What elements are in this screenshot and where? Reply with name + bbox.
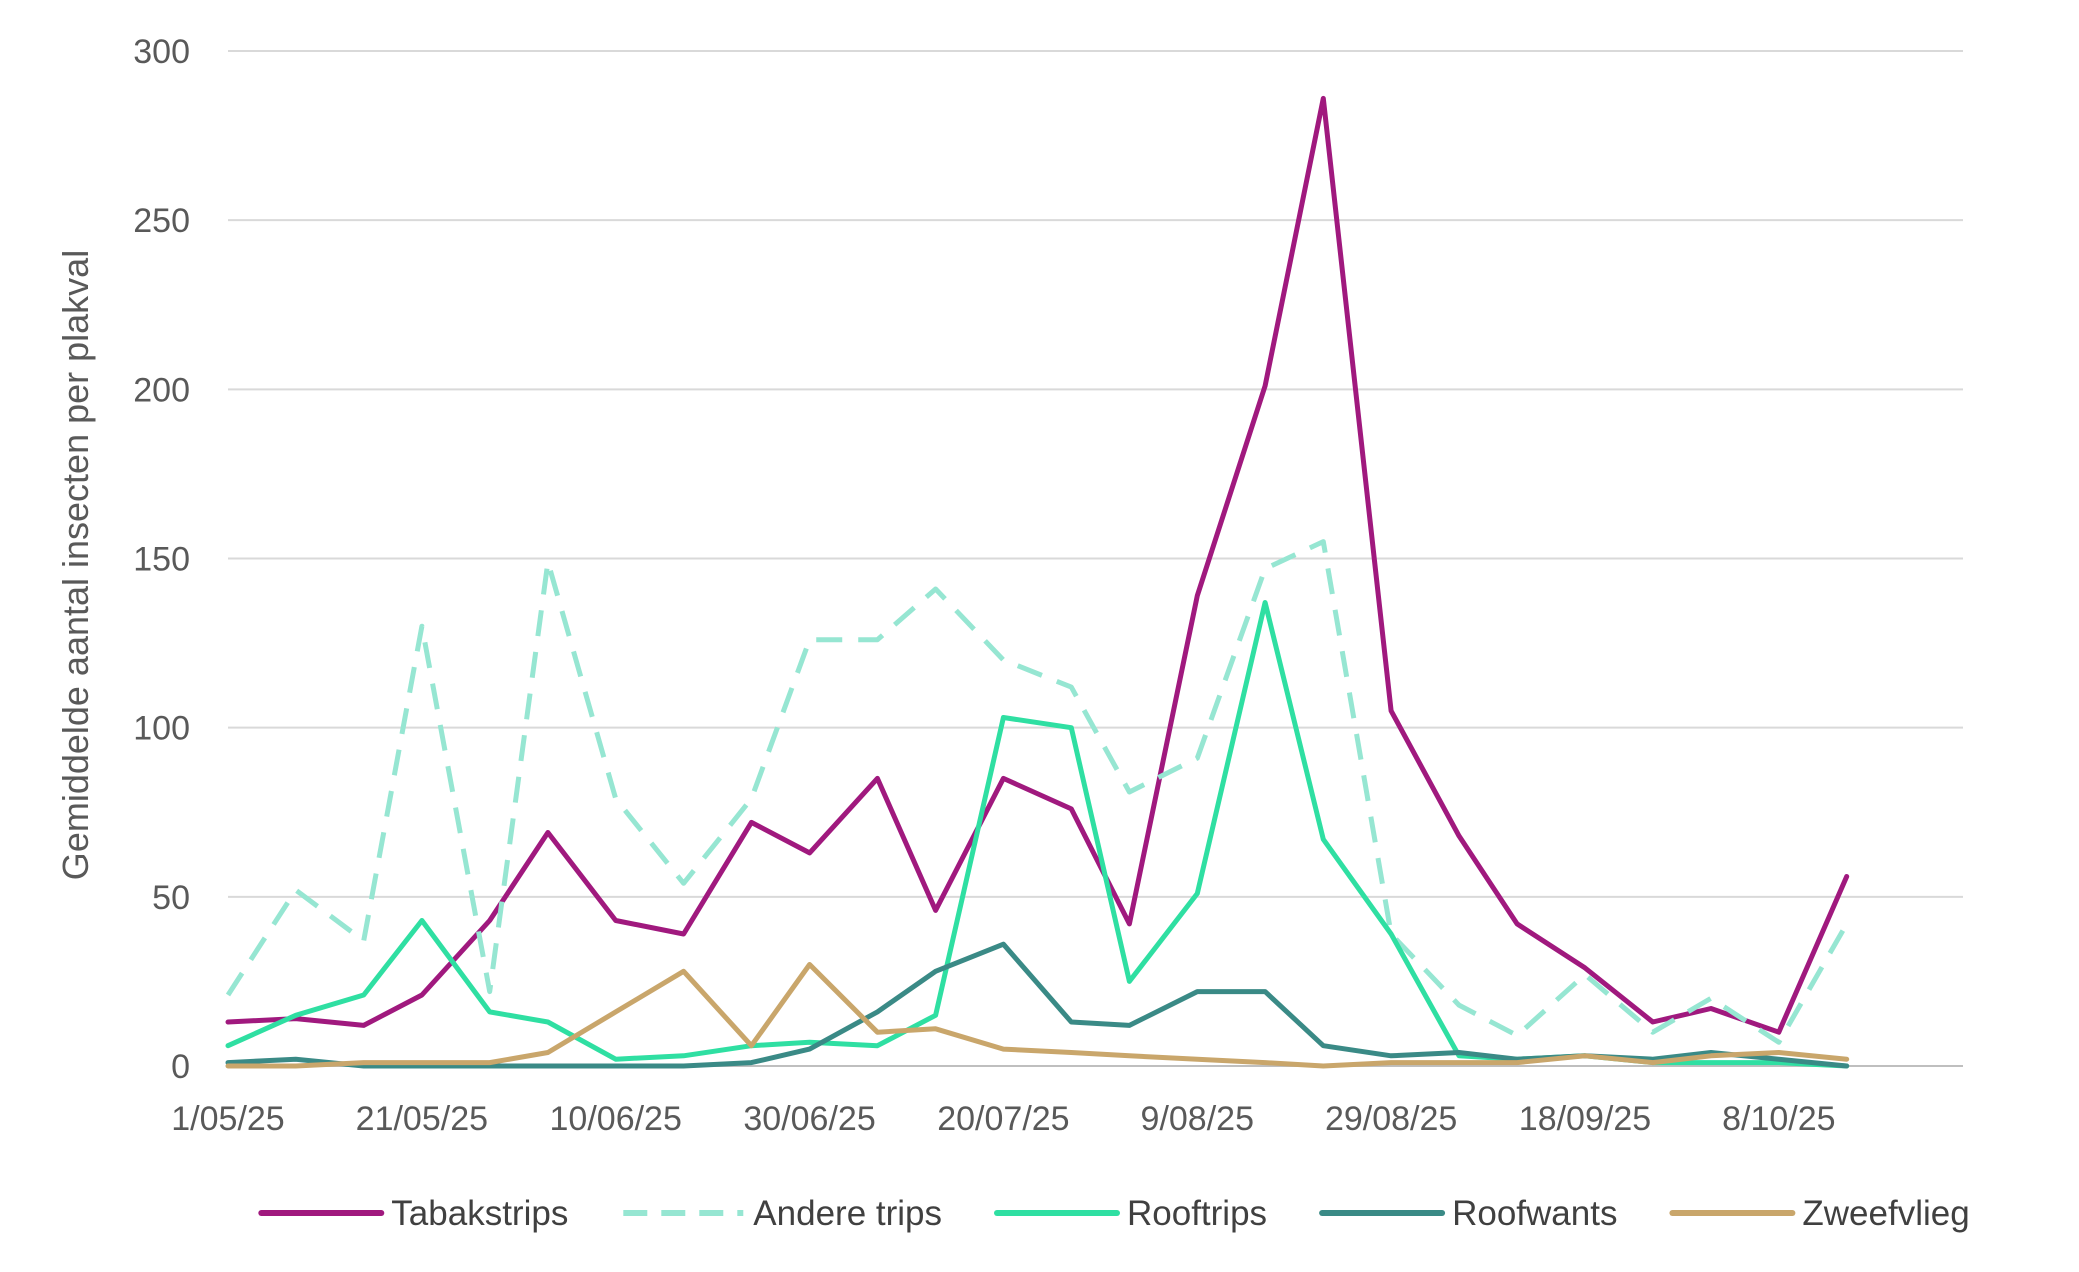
y-tick-label: 0 (171, 1048, 190, 1086)
legend-item: Roofwants (1319, 1194, 1617, 1233)
series-line-roofwants (225, 941, 1850, 1069)
x-tick-label: 10/06/25 (550, 1100, 682, 1138)
legend-label: Roofwants (1452, 1194, 1617, 1233)
legend: Tabakstrips Andere trips Rooftrips Roofwant… (258, 1194, 1970, 1233)
y-tick-label: 300 (133, 33, 190, 71)
series-lines (225, 95, 1850, 1069)
x-tick-label: 8/10/25 (1722, 1100, 1835, 1138)
legend-item: Andere trips (623, 1194, 942, 1233)
y-tick-label: 250 (133, 202, 190, 240)
y-axis-ticks: 0 50 100 150 200 250 300 (133, 33, 190, 1086)
legend-item: Rooftrips (994, 1194, 1267, 1233)
legend-item: Tabakstrips (258, 1194, 568, 1233)
x-tick-label: 1/05/25 (171, 1100, 284, 1138)
x-axis-ticks: 1/05/25 21/05/25 10/06/25 30/06/25 20/07/25 9… (171, 1100, 1835, 1138)
legend-label: Rooftrips (1127, 1194, 1267, 1233)
x-tick-label: 9/08/25 (1141, 1100, 1254, 1138)
series-line-andere-trips (225, 539, 1849, 1045)
legend-label: Andere trips (753, 1194, 942, 1233)
y-tick-label: 50 (152, 879, 190, 917)
legend-item: Zweefvlieg (1669, 1194, 1970, 1233)
gridlines (228, 50, 1963, 1067)
x-tick-label: 18/09/25 (1519, 1100, 1651, 1138)
y-tick-label: 150 (133, 541, 190, 579)
legend-label: Zweefvlieg (1802, 1194, 1969, 1233)
y-axis-title: Gemiddelde aantal insecten per plakval (55, 250, 96, 880)
x-tick-label: 21/05/25 (356, 1100, 488, 1138)
legend-label: Tabakstrips (391, 1194, 568, 1233)
x-tick-label: 30/06/25 (743, 1100, 875, 1138)
x-tick-label: 29/08/25 (1325, 1100, 1457, 1138)
y-tick-label: 100 (133, 710, 190, 748)
y-tick-label: 200 (133, 371, 190, 409)
series-line-zweefvlieg (225, 962, 1850, 1069)
x-tick-label: 20/07/25 (937, 1100, 1069, 1138)
